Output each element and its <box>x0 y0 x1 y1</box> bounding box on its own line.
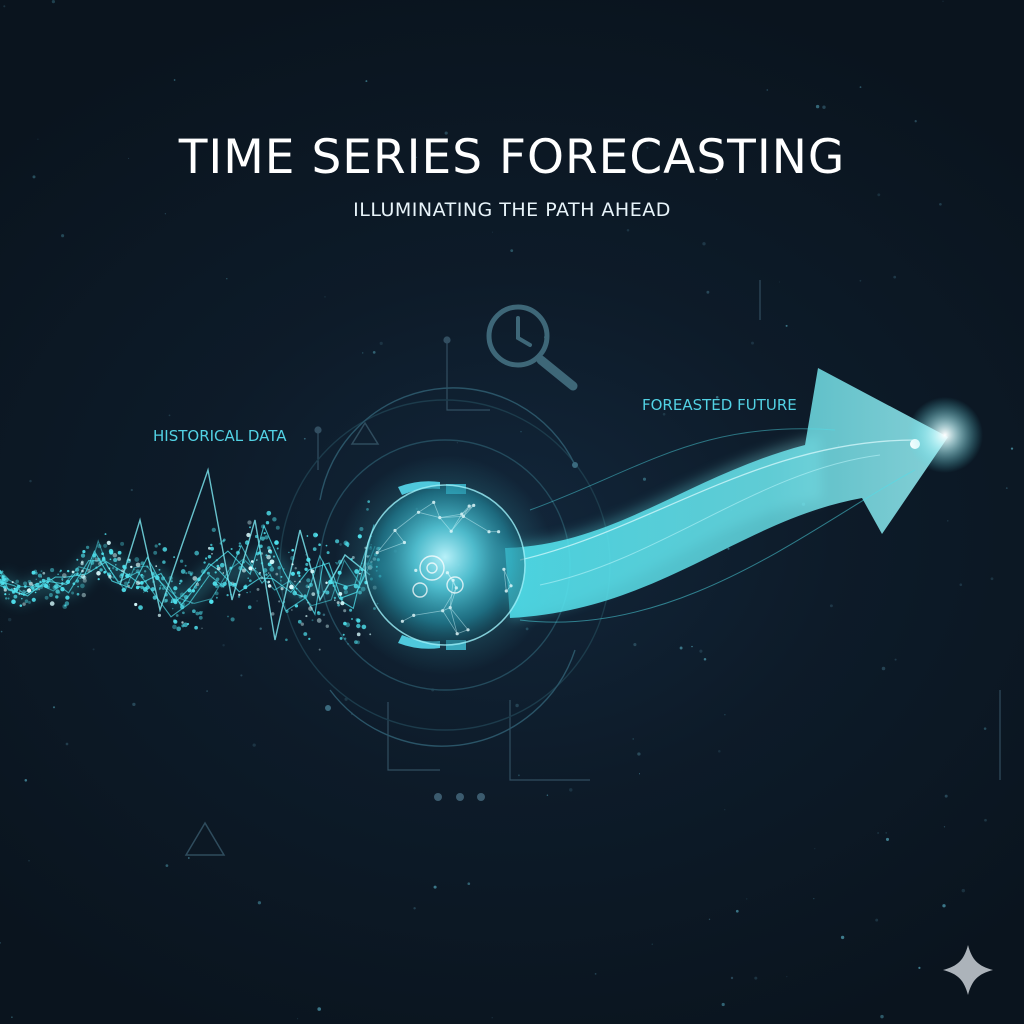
historical-data-wave <box>0 467 388 651</box>
data-sphere-gears-icon <box>335 455 555 675</box>
dots-indicator <box>434 793 485 801</box>
page-subtitle: ILLUMINATING THE PATH AHEAD <box>353 199 671 221</box>
triangle-outline-2 <box>184 821 226 856</box>
triangle-outline-1 <box>350 421 380 445</box>
historical-data-label: HISTORICAL DATA <box>153 427 287 445</box>
sparkle-icon <box>943 945 993 995</box>
decorative-lines <box>314 280 1001 781</box>
clock-magnifier-icon <box>486 304 578 391</box>
forecast-arrow-icon <box>500 368 983 623</box>
forecasted-future-label: FOREASTED FUTURE <box>642 396 797 414</box>
page-title: TIME SERIES FORECASTING <box>178 130 846 185</box>
